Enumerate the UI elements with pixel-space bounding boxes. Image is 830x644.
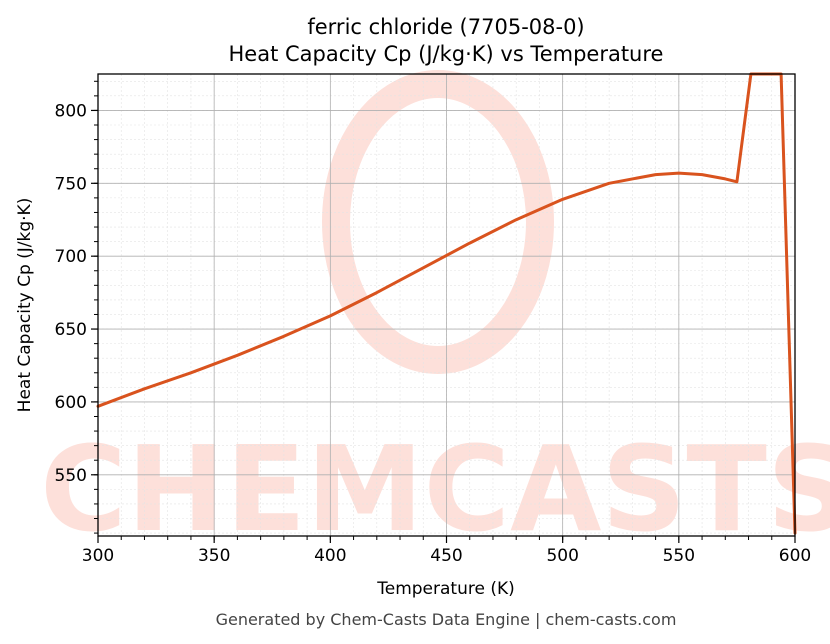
footer-credit: Generated by Chem-Casts Data Engine | ch… xyxy=(216,610,677,629)
y-tick-label: 700 xyxy=(55,247,87,267)
y-tick-label: 550 xyxy=(55,466,87,486)
plot-frame xyxy=(97,73,796,537)
x-tick-label: 300 xyxy=(82,546,114,566)
axis-ticks: 300 350 400 450 500 550 600 550 600 650 700 750 800 xyxy=(55,80,811,566)
watermark-swirl xyxy=(322,70,554,374)
y-tick-label: 600 xyxy=(55,393,87,413)
x-tick-label: 600 xyxy=(779,546,811,566)
x-tick-label: 400 xyxy=(314,546,346,566)
y-tick-label: 650 xyxy=(55,320,87,340)
x-tick-label: 450 xyxy=(430,546,462,566)
watermark-text: CHEMCASTS xyxy=(40,420,830,558)
chart-subtitle: Heat Capacity Cp (J/kg·K) vs Temperature xyxy=(229,42,664,66)
y-axis-label: Heat Capacity Cp (J/kg·K) xyxy=(15,198,35,413)
chart-title: ferric chloride (7705-08-0) xyxy=(307,15,584,39)
x-tick-label: 350 xyxy=(198,546,230,566)
series-line xyxy=(96,72,797,535)
y-tick-label: 800 xyxy=(55,101,87,121)
x-axis-label: Temperature (K) xyxy=(376,579,515,599)
series-layer xyxy=(96,72,797,535)
x-tick-label: 500 xyxy=(546,546,578,566)
watermark-logo: CHEMCASTS xyxy=(40,70,830,558)
y-tick-label: 750 xyxy=(55,174,87,194)
x-tick-label: 550 xyxy=(663,546,695,566)
